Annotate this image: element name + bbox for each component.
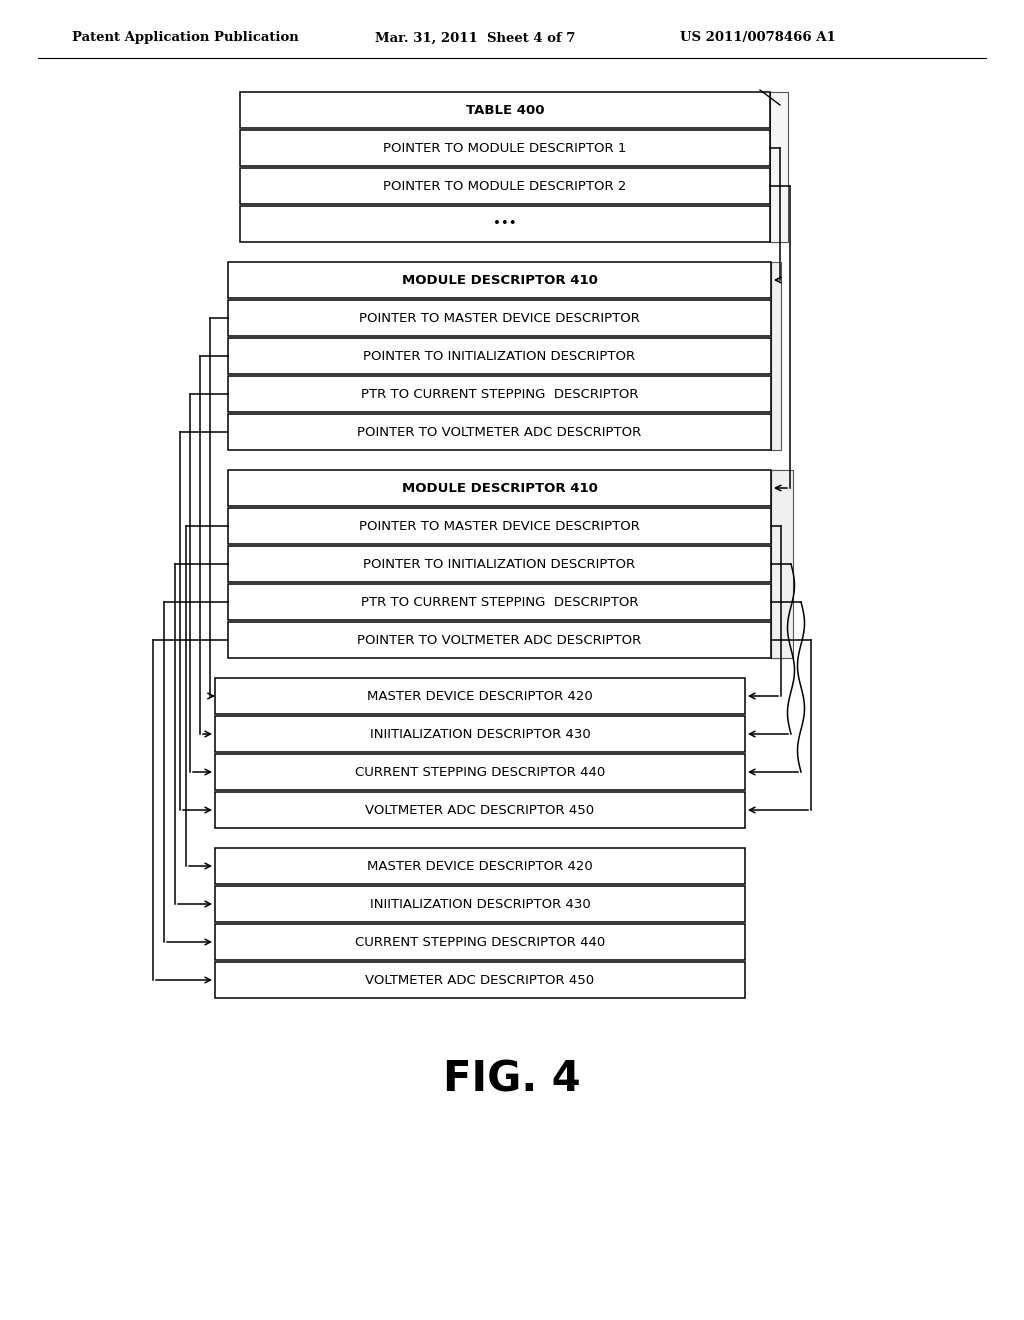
FancyBboxPatch shape [228, 622, 771, 657]
Text: CURRENT STEPPING DESCRIPTOR 440: CURRENT STEPPING DESCRIPTOR 440 [355, 936, 605, 949]
FancyBboxPatch shape [215, 962, 745, 998]
Text: CURRENT STEPPING DESCRIPTOR 440: CURRENT STEPPING DESCRIPTOR 440 [355, 766, 605, 779]
FancyBboxPatch shape [215, 792, 745, 828]
FancyBboxPatch shape [240, 92, 770, 128]
Text: MODULE DESCRIPTOR 410: MODULE DESCRIPTOR 410 [401, 273, 597, 286]
FancyBboxPatch shape [215, 886, 745, 921]
Bar [771, 261, 781, 450]
Text: POINTER TO INITIALIZATION DESCRIPTOR: POINTER TO INITIALIZATION DESCRIPTOR [364, 350, 636, 363]
Text: MODULE DESCRIPTOR 410: MODULE DESCRIPTOR 410 [401, 482, 597, 495]
FancyBboxPatch shape [228, 261, 771, 298]
Text: Mar. 31, 2011  Sheet 4 of 7: Mar. 31, 2011 Sheet 4 of 7 [375, 32, 575, 45]
FancyBboxPatch shape [228, 546, 771, 582]
Text: MASTER DEVICE DESCRIPTOR 420: MASTER DEVICE DESCRIPTOR 420 [368, 689, 593, 702]
FancyBboxPatch shape [228, 583, 771, 620]
Text: POINTER TO MASTER DEVICE DESCRIPTOR: POINTER TO MASTER DEVICE DESCRIPTOR [359, 312, 640, 325]
FancyBboxPatch shape [228, 414, 771, 450]
FancyBboxPatch shape [228, 338, 771, 374]
Text: POINTER TO MASTER DEVICE DESCRIPTOR: POINTER TO MASTER DEVICE DESCRIPTOR [359, 520, 640, 532]
Text: PTR TO CURRENT STEPPING  DESCRIPTOR: PTR TO CURRENT STEPPING DESCRIPTOR [360, 595, 638, 609]
Text: VOLTMETER ADC DESCRIPTOR 450: VOLTMETER ADC DESCRIPTOR 450 [366, 974, 595, 986]
Text: POINTER TO VOLTMETER ADC DESCRIPTOR: POINTER TO VOLTMETER ADC DESCRIPTOR [357, 425, 642, 438]
Text: TABLE 400: TABLE 400 [466, 103, 544, 116]
Text: MASTER DEVICE DESCRIPTOR 420: MASTER DEVICE DESCRIPTOR 420 [368, 859, 593, 873]
Bar [771, 470, 779, 657]
FancyBboxPatch shape [215, 924, 745, 960]
FancyBboxPatch shape [215, 678, 745, 714]
Text: •••: ••• [494, 218, 517, 231]
Bar [770, 92, 788, 242]
FancyBboxPatch shape [228, 376, 771, 412]
Text: POINTER TO VOLTMETER ADC DESCRIPTOR: POINTER TO VOLTMETER ADC DESCRIPTOR [357, 634, 642, 647]
FancyBboxPatch shape [228, 470, 771, 506]
FancyBboxPatch shape [240, 129, 770, 166]
FancyBboxPatch shape [228, 300, 771, 337]
Bar [771, 470, 793, 657]
Text: INIITIALIZATION DESCRIPTOR 430: INIITIALIZATION DESCRIPTOR 430 [370, 898, 591, 911]
Text: POINTER TO INITIALIZATION DESCRIPTOR: POINTER TO INITIALIZATION DESCRIPTOR [364, 557, 636, 570]
Text: Patent Application Publication: Patent Application Publication [72, 32, 299, 45]
Bar [771, 470, 786, 657]
Text: VOLTMETER ADC DESCRIPTOR 450: VOLTMETER ADC DESCRIPTOR 450 [366, 804, 595, 817]
Text: POINTER TO MODULE DESCRIPTOR 1: POINTER TO MODULE DESCRIPTOR 1 [383, 141, 627, 154]
FancyBboxPatch shape [215, 847, 745, 884]
Text: FIG. 4: FIG. 4 [443, 1059, 581, 1100]
FancyBboxPatch shape [228, 508, 771, 544]
Text: POINTER TO MODULE DESCRIPTOR 2: POINTER TO MODULE DESCRIPTOR 2 [383, 180, 627, 193]
Text: US 2011/0078466 A1: US 2011/0078466 A1 [680, 32, 836, 45]
FancyBboxPatch shape [215, 754, 745, 789]
FancyBboxPatch shape [240, 206, 770, 242]
Bar [770, 92, 780, 242]
FancyBboxPatch shape [215, 715, 745, 752]
Text: INIITIALIZATION DESCRIPTOR 430: INIITIALIZATION DESCRIPTOR 430 [370, 727, 591, 741]
Text: PTR TO CURRENT STEPPING  DESCRIPTOR: PTR TO CURRENT STEPPING DESCRIPTOR [360, 388, 638, 400]
FancyBboxPatch shape [240, 168, 770, 205]
